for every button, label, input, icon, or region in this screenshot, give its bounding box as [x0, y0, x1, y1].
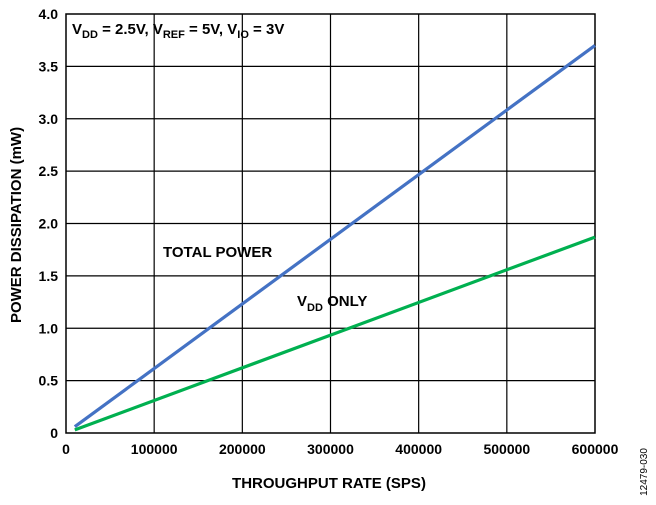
- y-tick-label: 2.5: [39, 163, 59, 179]
- y-tick-label: 2.0: [39, 216, 59, 232]
- x-tick-label: 200000: [219, 441, 266, 457]
- x-axis-ticks: 0 100000 200000 300000 400000 500000 600000: [62, 441, 618, 457]
- series-label-vdd-only: VDD ONLY: [297, 293, 367, 314]
- plot-frame: [65, 13, 596, 434]
- grid: [66, 14, 595, 433]
- x-tick-label: 500000: [483, 441, 530, 457]
- y-tick-label: 3.0: [39, 111, 59, 127]
- x-tick-label: 300000: [307, 441, 354, 457]
- y-tick-label: 3.5: [39, 58, 59, 74]
- y-tick-label: 0.5: [39, 373, 59, 389]
- vdd-only-line: [74, 235, 596, 432]
- y-tick-label: 1.5: [39, 268, 59, 284]
- x-tick-label: 400000: [395, 441, 442, 457]
- y-axis-ticks: 0 0.5 1.0 1.5 2.0 2.5 3.0 3.5 4.0: [39, 6, 59, 441]
- total-power-line: [73, 44, 596, 428]
- figure-id: 12479-030: [639, 448, 650, 496]
- y-tick-label: 4.0: [39, 6, 59, 22]
- y-axis-title: POWER DISSIPATION (mW): [8, 127, 25, 323]
- x-axis-title: THROUGHPUT RATE (SPS): [232, 475, 426, 492]
- x-tick-label: 600000: [572, 441, 619, 457]
- series-lines: [73, 44, 596, 432]
- y-tick-label: 0: [50, 425, 58, 441]
- series-label-total-power: TOTAL POWER: [163, 244, 272, 261]
- x-tick-label: 0: [62, 441, 70, 457]
- conditions-label: VDD = 2.5V, VREF = 5V, VIO = 3V: [72, 21, 284, 41]
- y-tick-label: 1.0: [39, 320, 59, 336]
- x-tick-label: 100000: [131, 441, 178, 457]
